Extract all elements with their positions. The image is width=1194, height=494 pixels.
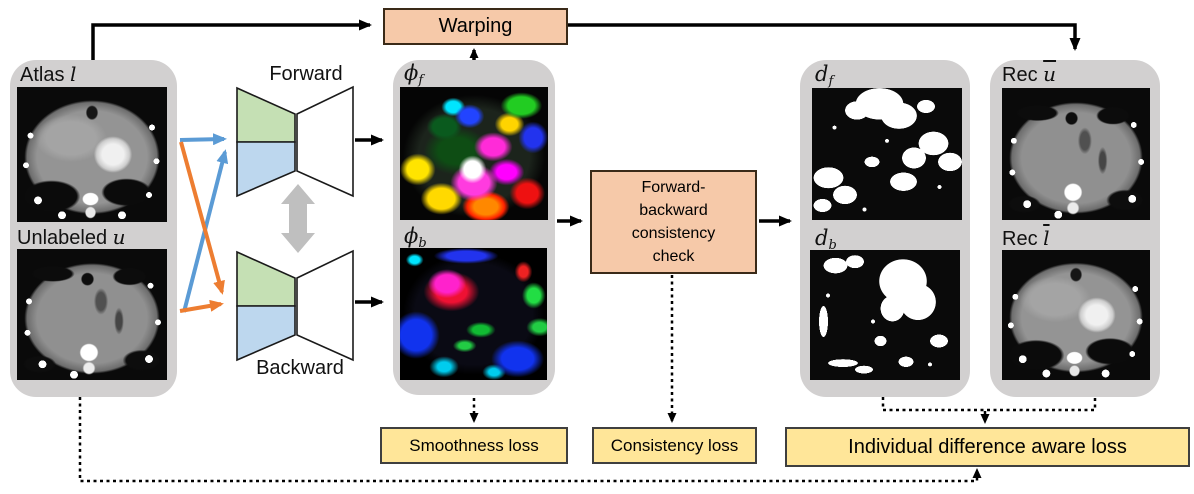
phi-b-field-image (400, 248, 547, 380)
rec-l-label: Rec l (1002, 226, 1050, 251)
unlabeled-variable: u (112, 225, 126, 249)
consistency-check-line1: Forward- (641, 179, 706, 196)
arrow-unlabeled-to-backward (179, 299, 224, 313)
phi-b-subscript: b (418, 236, 427, 251)
reconstructions-panel: Rec u Rec l (990, 60, 1160, 397)
backward-network-shape (236, 249, 354, 362)
difference-maps-panel: df db (800, 60, 970, 397)
backward-decoder-white (296, 249, 354, 362)
rec-l-variable: l (1043, 226, 1050, 250)
phi-f-field-image (400, 87, 548, 220)
consistency-check-line2: backward (639, 202, 708, 219)
forward-decoder-white (296, 85, 354, 198)
backward-encoder-green (236, 250, 296, 307)
backward-network-label: Backward (256, 357, 344, 379)
d-b-label: db (815, 226, 837, 258)
arrow-atlas-to-forward (179, 133, 227, 146)
smoothness-loss-label: Smoothness loss (409, 435, 539, 455)
individual-difference-loss-label: Individual difference aware loss (848, 435, 1127, 458)
d-b-subscript: b (828, 238, 837, 253)
rec-u-variable: u (1043, 62, 1057, 86)
consistency-check-line4: check (652, 248, 695, 265)
consistency-loss-box: Consistency loss (592, 427, 757, 464)
unlabeled-ct-image (17, 249, 167, 380)
d-f-symbol: d (815, 62, 829, 86)
weight-sharing-double-arrow (281, 184, 315, 253)
consistency-check-line3: consistency (631, 225, 716, 242)
rec-u-ct-image (1002, 88, 1150, 220)
consistency-check-label: Forward- backward consistency check (632, 176, 716, 268)
atlas-label-text: Atlas (20, 64, 65, 86)
arrow-atlas-to-warping (91, 19, 372, 60)
flow-fields-panel: ϕf ϕb (393, 60, 555, 395)
rec-l-label-text: Rec (1002, 228, 1038, 250)
phi-f-subscript: f (418, 73, 424, 88)
warping-box-label: Warping (438, 15, 513, 37)
d-f-subscript: f (828, 74, 834, 89)
arrow-atlas-to-backward (179, 141, 225, 295)
phi-b-symbol: ϕ (404, 224, 419, 248)
phi-b-label: ϕb (404, 224, 427, 256)
warping-box: Warping (383, 8, 568, 45)
d-b-symbol: d (815, 226, 829, 250)
atlas-label: Atlas l (20, 62, 76, 87)
atlas-variable: l (70, 62, 77, 86)
forward-encoder-blue (236, 141, 296, 198)
d-f-label: df (815, 62, 833, 94)
unlabeled-label: Unlabeled u (17, 225, 126, 250)
dotted-d-rec-junction (881, 397, 1097, 412)
d-f-map-image (812, 88, 962, 220)
rec-u-label-text: Rec (1002, 64, 1038, 86)
consistency-check-box: Forward- backward consistency check (590, 170, 757, 274)
backward-encoder-blue (236, 305, 296, 362)
rec-l-ct-image (1002, 250, 1150, 380)
individual-difference-loss-box: Individual difference aware loss (785, 427, 1190, 467)
forward-encoder-green (236, 86, 296, 143)
arrow-warping-to-rec (568, 23, 1081, 51)
forward-network-shape (236, 85, 354, 198)
phi-f-label: ϕf (404, 61, 423, 93)
atlas-ct-image (17, 87, 167, 222)
d-b-map-image (810, 250, 960, 380)
inputs-panel: Atlas l Unlabeled u (10, 60, 177, 397)
consistency-loss-label: Consistency loss (610, 435, 739, 455)
rec-u-label: Rec u (1002, 62, 1056, 87)
forward-network-label: Forward (269, 63, 343, 85)
smoothness-loss-box: Smoothness loss (380, 427, 568, 464)
arrow-unlabeled-to-forward (182, 149, 229, 313)
unlabeled-label-text: Unlabeled (17, 227, 108, 249)
phi-f-symbol: ϕ (404, 61, 419, 85)
